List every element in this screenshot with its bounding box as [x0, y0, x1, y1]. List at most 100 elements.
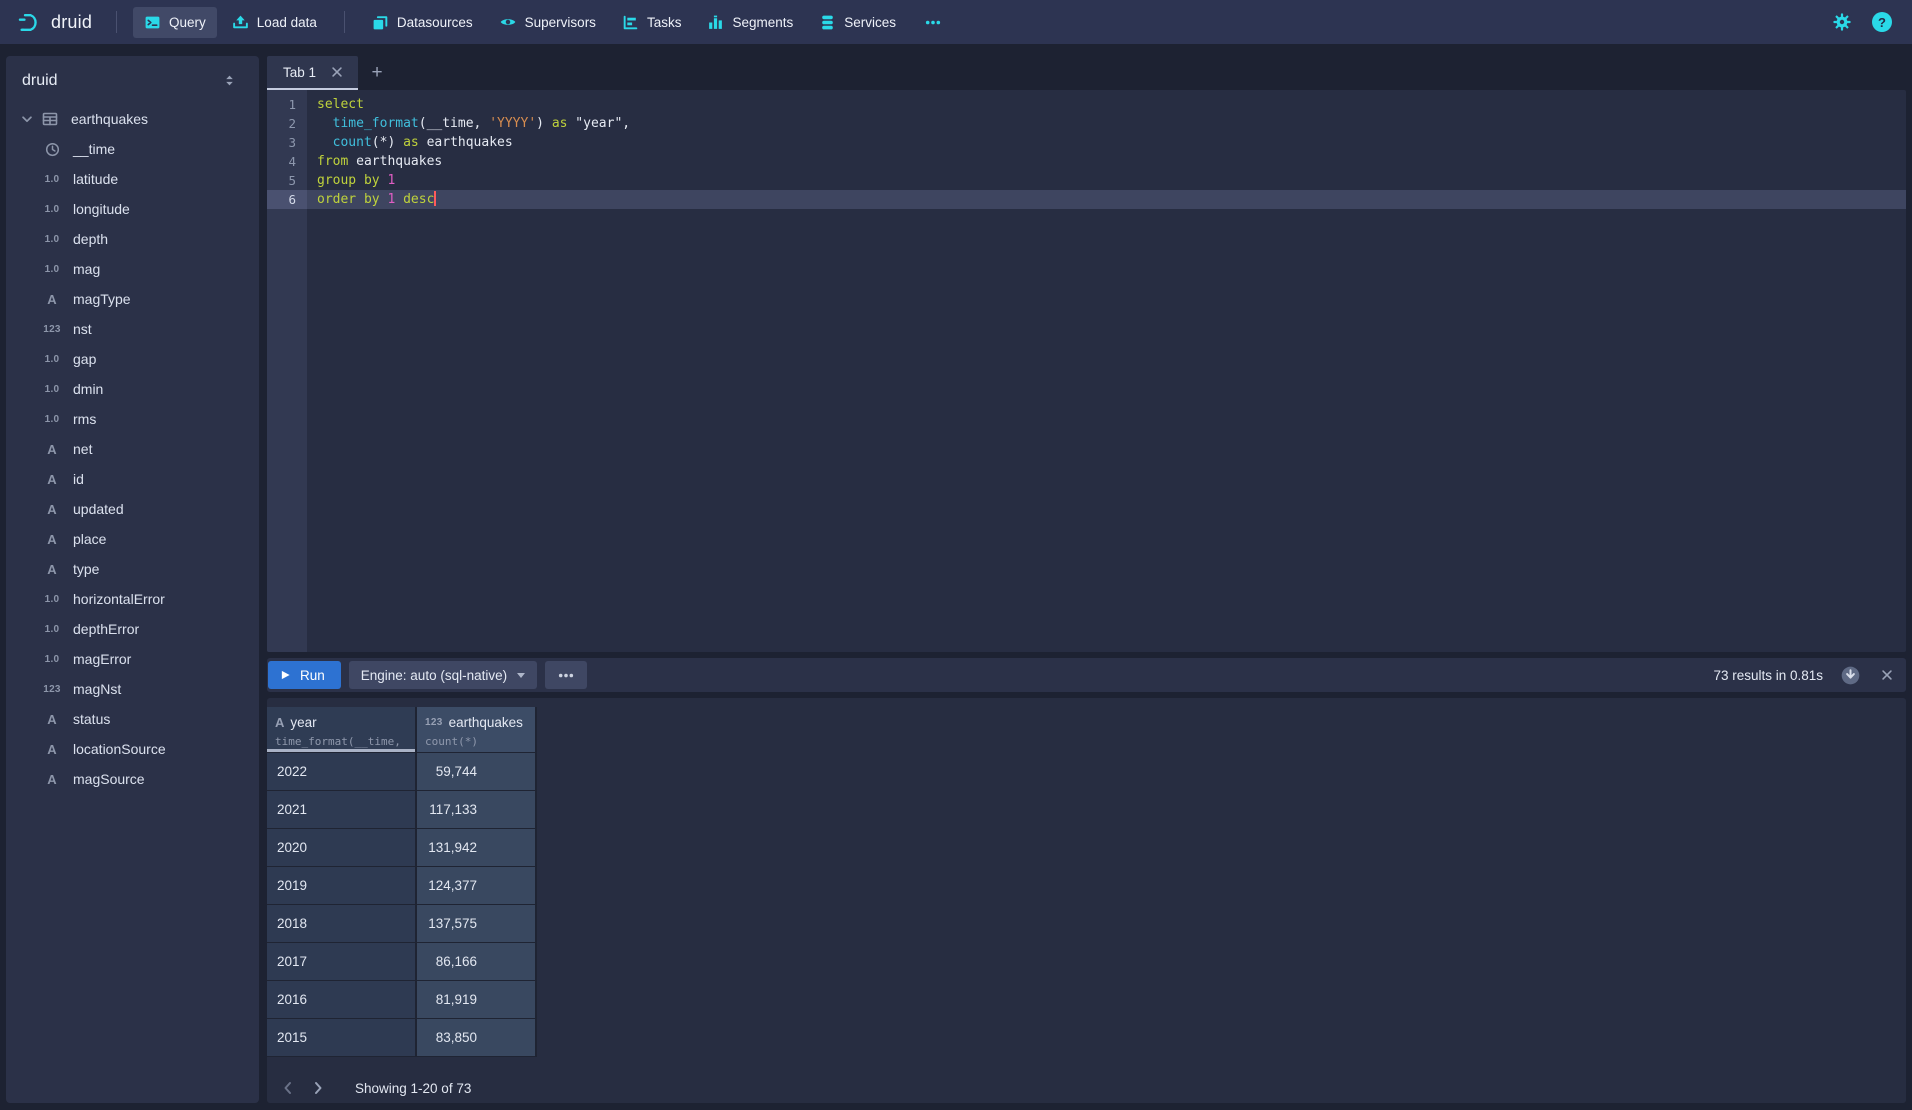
column-name: longitude	[73, 201, 130, 217]
string-type-icon: A	[47, 741, 57, 757]
column-name: mag	[73, 261, 101, 277]
sidebar-column-nst[interactable]: 123 nst	[6, 314, 259, 344]
nav-item-datasources[interactable]: Datasources	[361, 7, 484, 38]
sidebar-column-dmin[interactable]: 1.0 dmin	[6, 374, 259, 404]
sidebar-column-latitude[interactable]: 1.0 latitude	[6, 164, 259, 194]
code-line-4[interactable]: from earthquakes	[307, 152, 1906, 171]
more-icon	[557, 667, 575, 684]
next-page-button[interactable]	[305, 1076, 331, 1100]
cell-year[interactable]: 2018	[267, 905, 417, 943]
sql-token: 1	[387, 192, 396, 207]
float-type-icon: 1.0	[44, 413, 60, 425]
cell-earthquakes[interactable]: 83,850	[417, 1019, 537, 1057]
sidebar-column-mag[interactable]: 1.0 mag	[6, 254, 259, 284]
sql-token	[395, 192, 403, 207]
nav-item-load-data[interactable]: Load data	[221, 7, 328, 38]
column-name: rms	[73, 411, 97, 427]
code-line-2[interactable]: time_format(__time, 'YYYY') as "year",	[307, 114, 1906, 133]
nav-divider	[343, 11, 345, 33]
download-results-button[interactable]	[1838, 663, 1863, 688]
cell-year[interactable]: 2020	[267, 829, 417, 867]
string-type-icon: A	[47, 501, 57, 517]
sidebar-column-longitude[interactable]: 1.0 longitude	[6, 194, 259, 224]
pagination-label: Showing 1-20 of 73	[355, 1080, 472, 1096]
table-row: 2019 124,377	[267, 867, 1906, 905]
new-tab-button[interactable]: +	[371, 62, 383, 83]
sidebar-column-magNst[interactable]: 123 magNst	[6, 674, 259, 704]
int-type-icon: 123	[43, 683, 61, 695]
close-results-button[interactable]	[1878, 666, 1896, 684]
nav-item-segments[interactable]: Segments	[696, 7, 804, 38]
nav-more-button[interactable]	[913, 7, 953, 38]
column-header-earthquakes[interactable]: 123 earthquakes count(*)	[417, 707, 537, 753]
sidebar-column-magError[interactable]: 1.0 magError	[6, 644, 259, 674]
sidebar-table-earthquakes[interactable]: earthquakes	[6, 104, 259, 134]
code-line-6[interactable]: order by 1 desc	[307, 190, 1906, 209]
cell-earthquakes[interactable]: 137,575	[417, 905, 537, 943]
help-icon[interactable]: ?	[1872, 12, 1892, 32]
nav-item-services[interactable]: Services	[808, 7, 907, 38]
sidebar-column-depth[interactable]: 1.0 depth	[6, 224, 259, 254]
sidebar-column-gap[interactable]: 1.0 gap	[6, 344, 259, 374]
cell-year[interactable]: 2017	[267, 943, 417, 981]
sort-columns-icon[interactable]	[220, 71, 239, 90]
tab-close-icon[interactable]	[328, 63, 346, 81]
nav-item-tasks[interactable]: Tasks	[611, 7, 693, 38]
column-name: status	[73, 711, 111, 727]
tab-1[interactable]: Tab 1	[267, 56, 359, 90]
column-name: depth	[73, 231, 109, 247]
sidebar-column-depthError[interactable]: 1.0 depthError	[6, 614, 259, 644]
table-icon	[38, 111, 62, 127]
cell-earthquakes[interactable]: 86,166	[417, 943, 537, 981]
cell-earthquakes[interactable]: 131,942	[417, 829, 537, 867]
integer-type-icon: 123	[425, 716, 443, 728]
code-line-1[interactable]: select	[307, 95, 1906, 114]
sql-token	[356, 192, 364, 207]
nav-group-secondary: Datasources Supervisors Tasks Segments Servi…	[361, 6, 907, 38]
settings-gear-icon[interactable]	[1830, 10, 1854, 34]
run-bar-right: 73 results in 0.81s	[1713, 663, 1896, 688]
run-more-button[interactable]	[545, 661, 588, 689]
column-tree: earthquakes __time 1.0 latitude 1.0 longitude…	[6, 100, 259, 794]
cell-year[interactable]: 2019	[267, 867, 417, 905]
cell-earthquakes[interactable]: 59,744	[417, 753, 537, 791]
nav-item-label: Datasources	[396, 14, 473, 30]
sql-token: earthquakes	[418, 135, 513, 150]
engine-select[interactable]: Engine: auto (sql-native)	[348, 661, 538, 689]
sql-editor[interactable]: 1 2 3 4 5 6 select time_format(__time, 'YYYY'…	[267, 90, 1906, 652]
sidebar-column-__time[interactable]: __time	[6, 134, 259, 164]
run-button[interactable]: Run	[268, 661, 341, 689]
cell-year[interactable]: 2016	[267, 981, 417, 1019]
cell-earthquakes[interactable]: 117,133	[417, 791, 537, 829]
cell-year[interactable]: 2022	[267, 753, 417, 791]
cell-earthquakes[interactable]: 124,377	[417, 867, 537, 905]
druid-logo[interactable]: druid	[14, 9, 100, 36]
cell-year[interactable]: 2021	[267, 791, 417, 829]
sidebar-column-horizontalError[interactable]: 1.0 horizontalError	[6, 584, 259, 614]
code-line-5[interactable]: group by 1	[307, 171, 1906, 190]
cell-earthquakes[interactable]: 81,919	[417, 981, 537, 1019]
result-summary: 73 results in 0.81s	[1713, 667, 1823, 683]
column-name: net	[73, 441, 93, 457]
editor-code[interactable]: select time_format(__time, 'YYYY') as "y…	[307, 90, 1906, 652]
code-line-3[interactable]: count(*) as earthquakes	[307, 133, 1906, 152]
cell-year[interactable]: 2015	[267, 1019, 417, 1057]
sql-token: count	[332, 135, 372, 150]
sql-token: desc	[403, 192, 435, 207]
line-number: 1	[288, 97, 296, 112]
nav-item-supervisors[interactable]: Supervisors	[488, 6, 607, 38]
sidebar-column-rms[interactable]: 1.0 rms	[6, 404, 259, 434]
prev-page-button[interactable]	[275, 1076, 301, 1100]
nav-item-query[interactable]: Query	[133, 6, 217, 38]
chevron-down-icon[interactable]	[20, 112, 38, 126]
